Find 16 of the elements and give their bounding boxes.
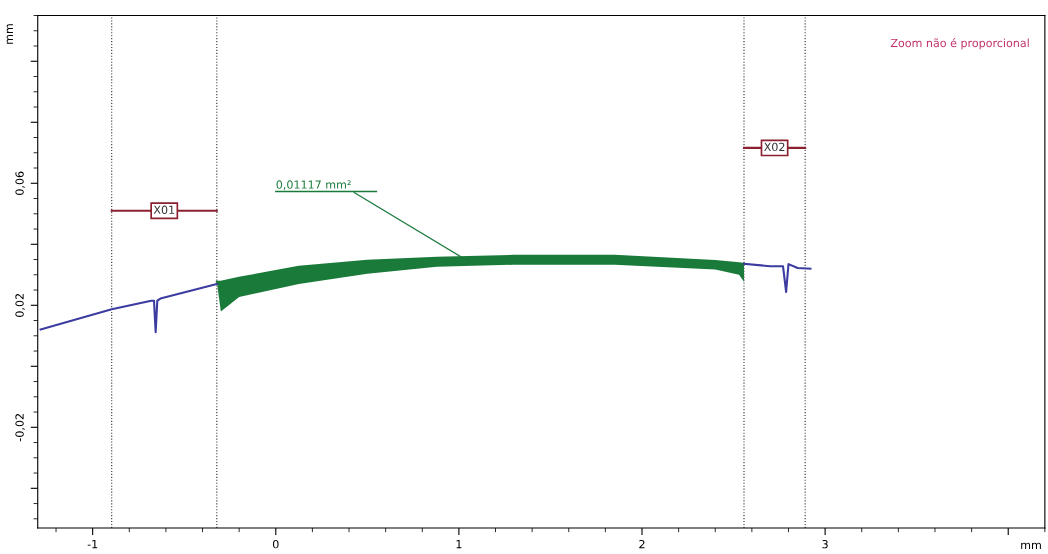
x-tick-label: 3 [822, 539, 828, 549]
y-tick-label: -0,02 [15, 414, 25, 442]
line-series [39, 282, 218, 334]
y-axis-title: mm [6, 24, 13, 44]
x-tick-label: 2 [639, 539, 645, 549]
x-tick-label: 1 [456, 540, 462, 549]
line-series [742, 262, 812, 293]
annotation: 0,01117 mm² [276, 180, 351, 190]
y-tick-label: 0,02 [15, 294, 25, 317]
y-tick-label: 0,06 [15, 171, 25, 195]
annotation: Zoom não é proporcional [890, 38, 1029, 50]
x-tick-label: 0 [272, 539, 279, 549]
series-label: X01 [153, 205, 175, 214]
x-axis-title: mm [1021, 542, 1041, 549]
x-tick-label: -1 [87, 540, 98, 549]
series-label: X02 [764, 142, 785, 152]
